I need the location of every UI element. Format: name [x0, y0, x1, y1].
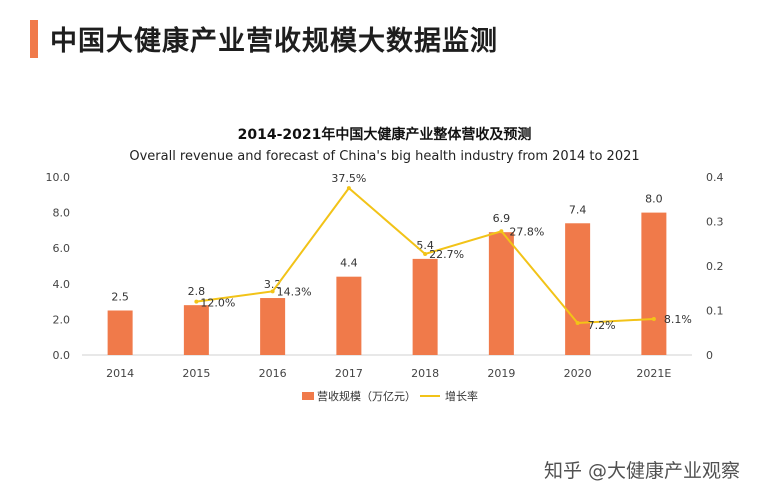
bar [183, 305, 209, 355]
growth-rate-point [194, 299, 199, 304]
watermark: 知乎 @大健康产业观察 [544, 460, 741, 482]
left-axis-tick-label: 2.0 [53, 313, 71, 326]
legend-line-label: 增长率 [445, 389, 478, 403]
left-axis-tick-label: 10.0 [46, 171, 71, 184]
bar [107, 310, 133, 355]
growth-rate-label: 8.1% [664, 313, 692, 326]
bar [260, 298, 286, 355]
growth-rate-point [575, 320, 580, 325]
right-axis-tick-label: 0 [706, 349, 713, 362]
growth-rate-label: 37.5% [331, 172, 366, 185]
x-axis-tick-label: 2015 [182, 367, 210, 380]
bar-value-label: 4.4 [340, 257, 358, 270]
growth-rate-point [346, 186, 351, 191]
bar [488, 232, 514, 355]
x-axis-tick-label: 2017 [335, 367, 363, 380]
bar [565, 223, 591, 355]
growth-rate-point [651, 316, 656, 321]
x-axis-tick-label: 2019 [487, 367, 515, 380]
header-accent-bar [30, 20, 38, 58]
left-axis-tick-label: 4.0 [53, 278, 71, 291]
chart-subtitle: Overall revenue and forecast of China's … [129, 149, 640, 164]
right-axis-tick-label: 0.1 [706, 305, 724, 318]
bar [336, 276, 362, 355]
bar-value-label: 2.5 [111, 291, 129, 304]
growth-rate-label: 14.3% [277, 285, 312, 298]
right-axis-tick-label: 0.2 [706, 260, 724, 273]
left-axis-tick-label: 6.0 [53, 242, 71, 255]
x-axis-tick-label: 2016 [259, 367, 287, 380]
growth-rate-label: 27.8% [509, 225, 544, 238]
bar-value-label: 7.4 [569, 203, 587, 216]
left-axis-tick-label: 8.0 [53, 207, 71, 220]
right-axis-tick-label: 0.4 [706, 171, 724, 184]
left-axis-tick-label: 0.0 [53, 349, 71, 362]
chart-title: 2014-2021年中国大健康产业整体营收及预测 [237, 127, 532, 143]
growth-rate-point [270, 289, 275, 294]
bar-value-label: 2.8 [188, 285, 206, 298]
page-title: 中国大健康产业营收规模大数据监测 [50, 26, 498, 57]
bar-value-label: 5.4 [416, 239, 434, 252]
bar [412, 258, 438, 355]
x-axis-tick-label: 2018 [411, 367, 439, 380]
growth-rate-label: 12.0% [200, 297, 235, 310]
x-axis-tick-label: 2021E [636, 367, 671, 380]
bar-value-label: 6.9 [493, 212, 511, 225]
bar-value-label: 3.2 [264, 278, 282, 291]
legend-bar-swatch [302, 392, 314, 400]
right-axis-tick-label: 0.3 [706, 216, 724, 229]
x-axis-tick-label: 2014 [106, 367, 134, 380]
growth-rate-label: 7.2% [588, 319, 616, 332]
bar [641, 212, 667, 355]
growth-rate-point [423, 251, 428, 256]
growth-rate-label: 22.7% [429, 248, 464, 261]
x-axis-tick-label: 2020 [564, 367, 592, 380]
bar-value-label: 8.0 [645, 193, 663, 206]
legend-bar-label: 营收规模（万亿元） [317, 389, 416, 403]
growth-rate-point [499, 229, 504, 234]
